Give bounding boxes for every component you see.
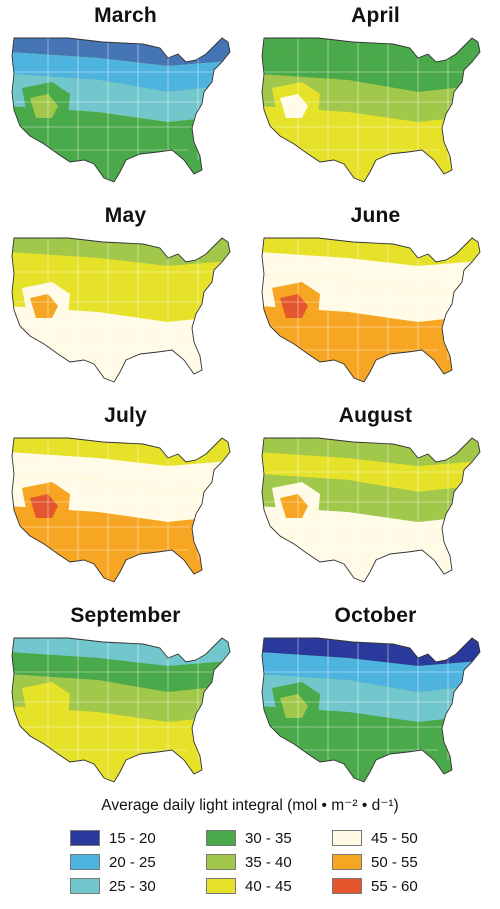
legend-swatch [70,830,100,846]
map-zone [12,274,230,322]
country-outline [11,437,231,583]
map-grid: March April May June July August Septemb… [8,0,493,783]
map-fill [12,438,230,582]
map-zone [280,494,308,518]
map-panel-may: May [8,200,243,390]
legend-swatch [332,854,362,870]
map-title: August [338,404,413,427]
legend-item: 25 - 30 [70,876,156,896]
legend-label: 25 - 30 [109,877,156,895]
map-fill [12,38,230,182]
legend-title: Average daily light integral (mol • m⁻² … [101,797,399,814]
map-fill [12,238,230,382]
map-zone [30,294,58,318]
legend-item: 40 - 45 [206,876,292,896]
legend-item: 15 - 20 [70,828,156,848]
country-outline [261,37,481,183]
map-zone [262,474,480,522]
legend-swatch [206,878,236,894]
map-fill [262,238,480,382]
us-map [261,637,481,783]
map-zone [30,694,58,718]
us-map [261,37,481,183]
country-outline [11,237,231,383]
legend-item: 20 - 25 [70,852,156,872]
map-zone [280,94,308,118]
legend-swatch [70,854,100,870]
map-fill [12,638,230,782]
legend-label: 15 - 20 [109,829,156,847]
legend-label: 20 - 25 [109,853,156,871]
country-outline [11,637,231,783]
legend-swatch [206,854,236,870]
country-outline [261,437,481,583]
legend-label: 45 - 50 [371,829,418,847]
country-outline [261,237,481,383]
legend-item: 50 - 55 [332,852,418,872]
map-title: July [104,404,147,427]
legend-item: 30 - 35 [206,828,292,848]
map-title: April [351,4,400,27]
us-map [11,37,231,183]
map-fill [262,38,480,182]
legend-item: 55 - 60 [332,876,418,896]
country-outline [261,637,481,783]
us-map [261,437,481,583]
map-zone [12,474,230,522]
legend-item: 45 - 50 [332,828,418,848]
map-zone [262,674,480,722]
map-zone [30,94,58,118]
map-panel-march: March [8,0,243,190]
legend-swatch [332,830,362,846]
us-map [11,437,231,583]
legend-label: 50 - 55 [371,853,418,871]
map-title: October [334,604,417,627]
legend-swatch [70,878,100,894]
legend-swatch [332,878,362,894]
legend-label: 40 - 45 [245,877,292,895]
legend-item: 35 - 40 [206,852,292,872]
map-fill [262,638,480,782]
map-panel-september: September [8,600,243,790]
legend-label: 55 - 60 [371,877,418,895]
map-panel-august: August [258,400,493,590]
map-zone [280,294,308,318]
map-zone [280,694,308,718]
country-outline [11,37,231,183]
legend: 15 - 20 20 - 25 25 - 30 30 - 35 35 - 40 … [70,828,490,908]
map-title: September [70,604,181,627]
map-zone [262,274,480,322]
map-fill [262,438,480,582]
map-title: May [104,204,147,227]
us-map [11,237,231,383]
map-panel-june: June [258,200,493,390]
legend-label: 35 - 40 [245,853,292,871]
map-zone [12,674,230,722]
map-panel-october: October [258,600,493,790]
map-panel-july: July [8,400,243,590]
us-map [11,637,231,783]
map-panel-april: April [258,0,493,190]
map-title: June [350,204,401,227]
us-map [261,237,481,383]
map-zone [262,74,480,122]
map-zone [12,74,230,122]
map-zone [30,494,58,518]
legend-swatch [206,830,236,846]
legend-label: 30 - 35 [245,829,292,847]
map-title: March [94,4,157,27]
